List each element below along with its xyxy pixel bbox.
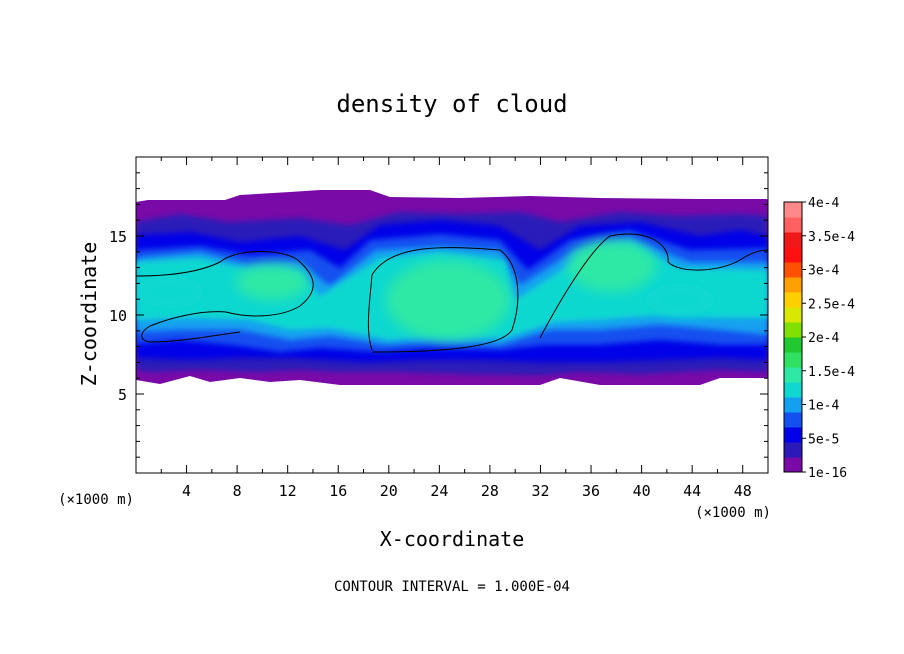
- colorbar-swatch: [784, 382, 802, 398]
- colorbar-swatch: [784, 247, 802, 263]
- y-tick-label: 10: [109, 307, 127, 325]
- cloud-core-center: [386, 260, 510, 340]
- x-tick-label: 36: [582, 482, 600, 500]
- colorbar-label: 3.5e-4: [808, 230, 855, 245]
- colorbar-label: 2.5e-4: [808, 297, 855, 312]
- x-axis-unit: (×1000 m): [695, 505, 771, 521]
- x-tick-label: 12: [279, 482, 297, 500]
- colorbar-swatch: [784, 442, 802, 458]
- colorbar-swatch: [784, 412, 802, 428]
- x-axis-label: X-coordinate: [380, 527, 525, 551]
- colorbar-swatch: [784, 292, 802, 308]
- colorbar-swatch: [784, 307, 802, 323]
- colorbar-label: 1.5e-4: [808, 365, 855, 380]
- colorbar-swatch: [784, 232, 802, 248]
- contour-line: [136, 233, 768, 353]
- y-tick-label: 5: [118, 386, 127, 404]
- colorbar-swatch: [784, 427, 802, 443]
- x-tick-label: 4: [182, 482, 191, 500]
- x-tick-label: 24: [430, 482, 448, 500]
- cloud-core-left2: [136, 276, 204, 308]
- cloud-field: [136, 190, 768, 385]
- colorbar-swatch: [784, 352, 802, 368]
- colorbar-label: 4e-4: [808, 196, 839, 211]
- x-tick-label: 32: [531, 482, 549, 500]
- x-tick-label: 44: [683, 482, 701, 500]
- cloud-core-right: [568, 240, 656, 292]
- cloud-core-right2: [646, 284, 714, 316]
- colorbar-label: 1e-4: [808, 399, 839, 414]
- colorbar-swatch: [784, 202, 802, 218]
- x-tick-label: 28: [481, 482, 499, 500]
- x-tick-label: 20: [380, 482, 398, 500]
- colorbar-label: 2e-4: [808, 331, 839, 346]
- y-axis-label: Z-coordinate: [77, 242, 101, 387]
- colorbar-label: 3e-4: [808, 264, 839, 279]
- colorbar-swatch: [784, 277, 802, 293]
- colorbar-label: 1e-16: [808, 466, 847, 481]
- x-tick-label: 48: [734, 482, 752, 500]
- chart-title: density of cloud: [336, 90, 567, 118]
- x-tick-label: 8: [233, 482, 242, 500]
- x-tick-label: 16: [329, 482, 347, 500]
- colorbar-swatch: [784, 337, 802, 353]
- contour-interval-note: CONTOUR INTERVAL = 1.000E-04: [334, 579, 570, 595]
- colorbar-label: 5e-5: [808, 432, 839, 447]
- x-tick-label: 40: [633, 482, 651, 500]
- cloud-core-left: [236, 264, 308, 300]
- colorbar-swatch: [784, 457, 802, 473]
- colorbar-swatch: [784, 217, 802, 233]
- colorbar-swatch: [784, 397, 802, 413]
- y-tick-label: 15: [109, 228, 127, 246]
- y-axis-unit: (×1000 m): [58, 492, 134, 508]
- colorbar-swatch: [784, 322, 802, 338]
- colorbar: 1e-16 5e-5 1e-4 1.5e-4 2e-4 2.5e-4 3e-4 3.5e-4 4…: [783, 196, 855, 481]
- colorbar-swatch: [784, 367, 802, 383]
- colorbar-swatch: [784, 262, 802, 278]
